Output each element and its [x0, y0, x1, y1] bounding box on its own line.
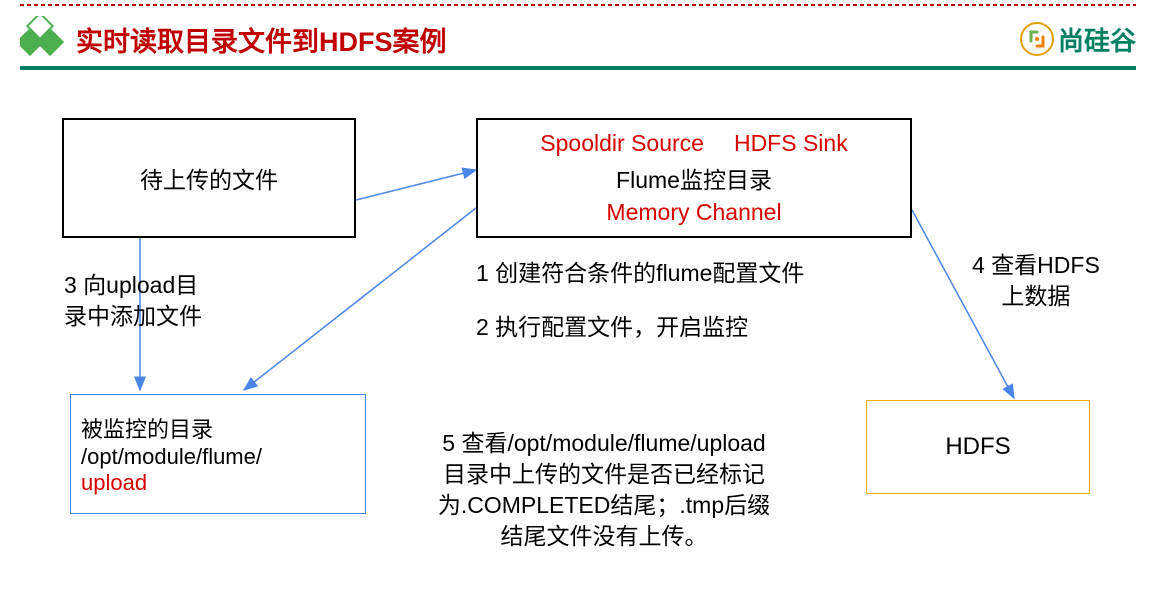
diagram-canvas: 待上传的文件 Spooldir Source HDFS Sink Flume监控… — [0, 70, 1156, 611]
box-watched-directory: 被监控的目录 /opt/module/flume/ upload — [70, 394, 366, 514]
box-hdfs: HDFS — [866, 400, 1090, 494]
page-title: 实时读取目录文件到HDFS案例 — [76, 20, 447, 59]
top-decorative-border — [20, 4, 1136, 6]
step-3-text: 3 向upload目 录中添加文件 — [64, 270, 202, 332]
squares-icon — [20, 16, 66, 62]
spooldir-source-label: Spooldir Source — [540, 130, 704, 157]
brand-logo: 尚硅谷 — [1020, 21, 1136, 58]
flume-monitor-label: Flume监控目录 — [616, 161, 772, 195]
header-left: 实时读取目录文件到HDFS案例 — [20, 16, 447, 62]
step-4-text: 4 查看HDFS 上数据 — [972, 250, 1100, 312]
hdfs-sink-label: HDFS Sink — [734, 130, 848, 157]
step-1-text: 1 创建符合条件的flume配置文件 — [476, 258, 804, 289]
box-pending-upload-label: 待上传的文件 — [140, 161, 278, 195]
brand-logo-icon — [1020, 22, 1054, 56]
watched-dir-line1: 被监控的目录 — [81, 412, 213, 444]
header: 实时读取目录文件到HDFS案例 尚硅谷 — [20, 16, 1136, 62]
brand-text: 尚硅谷 — [1058, 21, 1136, 58]
hdfs-label: HDFS — [945, 433, 1010, 461]
step-5-text: 5 查看/opt/module/flume/upload 目录中上传的文件是否已… — [404, 428, 804, 552]
memory-channel-label: Memory Channel — [606, 199, 781, 226]
box-flume-monitor: Spooldir Source HDFS Sink Flume监控目录 Memo… — [476, 118, 912, 238]
step-2-text: 2 执行配置文件，开启监控 — [476, 312, 748, 343]
watched-dir-line2: /opt/module/flume/ — [81, 444, 262, 470]
box-pending-upload: 待上传的文件 — [62, 118, 356, 238]
watched-dir-line3: upload — [81, 470, 147, 496]
